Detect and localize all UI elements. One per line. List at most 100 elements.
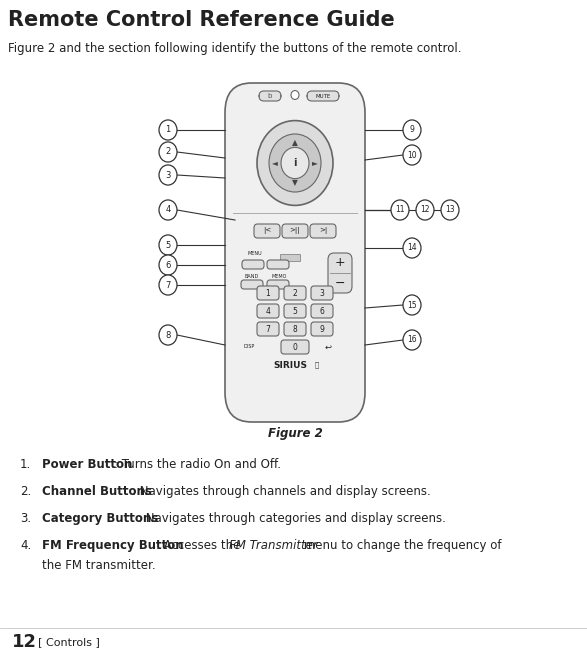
- Text: Channel Buttons: Channel Buttons: [42, 485, 152, 498]
- Circle shape: [159, 275, 177, 295]
- Circle shape: [403, 330, 421, 350]
- Circle shape: [403, 238, 421, 258]
- Text: 13: 13: [445, 206, 455, 214]
- Text: 14: 14: [407, 244, 417, 252]
- Text: 4.: 4.: [20, 539, 31, 552]
- Circle shape: [159, 200, 177, 220]
- Text: MENU: MENU: [248, 251, 262, 256]
- FancyBboxPatch shape: [311, 286, 333, 300]
- FancyBboxPatch shape: [241, 280, 263, 289]
- Text: Figure 2 and the section following identify the buttons of the remote control.: Figure 2 and the section following ident…: [8, 42, 461, 55]
- Text: ◄: ◄: [272, 159, 278, 168]
- Text: SIRIUS: SIRIUS: [273, 360, 307, 369]
- Text: 11: 11: [395, 206, 405, 214]
- Text: Remote Control Reference Guide: Remote Control Reference Guide: [8, 10, 394, 30]
- Text: 2: 2: [293, 288, 298, 297]
- Text: 9: 9: [319, 324, 325, 333]
- Text: 🐕: 🐕: [315, 362, 319, 368]
- Text: MEMO: MEMO: [271, 274, 286, 279]
- FancyBboxPatch shape: [225, 83, 365, 422]
- Text: b: b: [268, 93, 272, 99]
- FancyBboxPatch shape: [254, 224, 280, 238]
- Circle shape: [403, 145, 421, 165]
- Circle shape: [269, 134, 321, 192]
- Text: 1.: 1.: [20, 458, 31, 471]
- Text: 2.: 2.: [20, 485, 31, 498]
- Text: 3: 3: [319, 288, 325, 297]
- Text: 5: 5: [292, 307, 298, 316]
- Text: ▲: ▲: [292, 138, 298, 147]
- FancyBboxPatch shape: [257, 304, 279, 318]
- Text: 8: 8: [293, 324, 298, 333]
- Text: Figure 2: Figure 2: [268, 428, 322, 441]
- Text: |<: |<: [263, 227, 271, 234]
- Text: : Turns the radio On and Off.: : Turns the radio On and Off.: [114, 458, 281, 471]
- FancyBboxPatch shape: [310, 224, 336, 238]
- Text: 6: 6: [166, 261, 171, 269]
- Text: ▼: ▼: [292, 179, 298, 187]
- Circle shape: [403, 295, 421, 315]
- Text: >|: >|: [319, 227, 327, 234]
- FancyBboxPatch shape: [284, 286, 306, 300]
- Circle shape: [281, 147, 309, 179]
- Text: 0: 0: [292, 343, 298, 352]
- Circle shape: [391, 200, 409, 220]
- FancyBboxPatch shape: [257, 286, 279, 300]
- Text: 1: 1: [266, 288, 271, 297]
- FancyBboxPatch shape: [267, 280, 289, 289]
- FancyBboxPatch shape: [284, 322, 306, 336]
- Text: 3: 3: [166, 170, 171, 179]
- FancyBboxPatch shape: [267, 260, 289, 269]
- FancyBboxPatch shape: [281, 340, 309, 354]
- Text: ►: ►: [312, 159, 318, 168]
- Text: +: +: [335, 257, 345, 269]
- Text: 4: 4: [265, 307, 271, 316]
- Text: 12: 12: [420, 206, 430, 214]
- Text: 5: 5: [166, 240, 171, 250]
- FancyBboxPatch shape: [282, 224, 308, 238]
- Circle shape: [159, 235, 177, 255]
- Text: Power Button: Power Button: [42, 458, 133, 471]
- FancyBboxPatch shape: [280, 254, 300, 261]
- Text: 8: 8: [166, 331, 171, 339]
- Text: : Accesses the: : Accesses the: [156, 539, 244, 552]
- Text: 12: 12: [12, 633, 37, 651]
- Text: i: i: [294, 158, 297, 168]
- Text: Category Buttons: Category Buttons: [42, 512, 158, 525]
- Circle shape: [257, 121, 333, 206]
- Text: >||: >||: [290, 227, 301, 234]
- Circle shape: [416, 200, 434, 220]
- Circle shape: [159, 142, 177, 162]
- Text: : Navigates through channels and display screens.: : Navigates through channels and display…: [132, 485, 431, 498]
- Text: 1: 1: [166, 126, 171, 134]
- Text: DISP: DISP: [244, 345, 255, 350]
- Text: 7: 7: [166, 280, 171, 290]
- Text: 16: 16: [407, 335, 417, 345]
- FancyBboxPatch shape: [307, 91, 339, 101]
- Circle shape: [159, 325, 177, 345]
- FancyBboxPatch shape: [242, 260, 264, 269]
- Circle shape: [159, 255, 177, 275]
- FancyBboxPatch shape: [257, 322, 279, 336]
- Text: −: −: [335, 276, 345, 290]
- Text: 10: 10: [407, 151, 417, 160]
- FancyBboxPatch shape: [328, 253, 352, 293]
- Text: 4: 4: [166, 206, 171, 214]
- FancyBboxPatch shape: [311, 304, 333, 318]
- Text: BAND: BAND: [245, 274, 259, 279]
- FancyBboxPatch shape: [259, 91, 281, 101]
- Text: MUTE: MUTE: [315, 94, 330, 98]
- FancyBboxPatch shape: [311, 322, 333, 336]
- Text: FM Frequency Button: FM Frequency Button: [42, 539, 184, 552]
- Circle shape: [441, 200, 459, 220]
- Text: : Navigates through categories and display screens.: : Navigates through categories and displ…: [138, 512, 446, 525]
- Text: FM Transmitter: FM Transmitter: [229, 539, 318, 552]
- Text: 15: 15: [407, 301, 417, 310]
- Circle shape: [291, 90, 299, 100]
- Text: ↩: ↩: [325, 343, 332, 352]
- Text: [ Controls ]: [ Controls ]: [38, 637, 100, 647]
- Circle shape: [159, 165, 177, 185]
- Text: the FM transmitter.: the FM transmitter.: [42, 559, 156, 572]
- Text: 3.: 3.: [20, 512, 31, 525]
- Text: 9: 9: [410, 126, 414, 134]
